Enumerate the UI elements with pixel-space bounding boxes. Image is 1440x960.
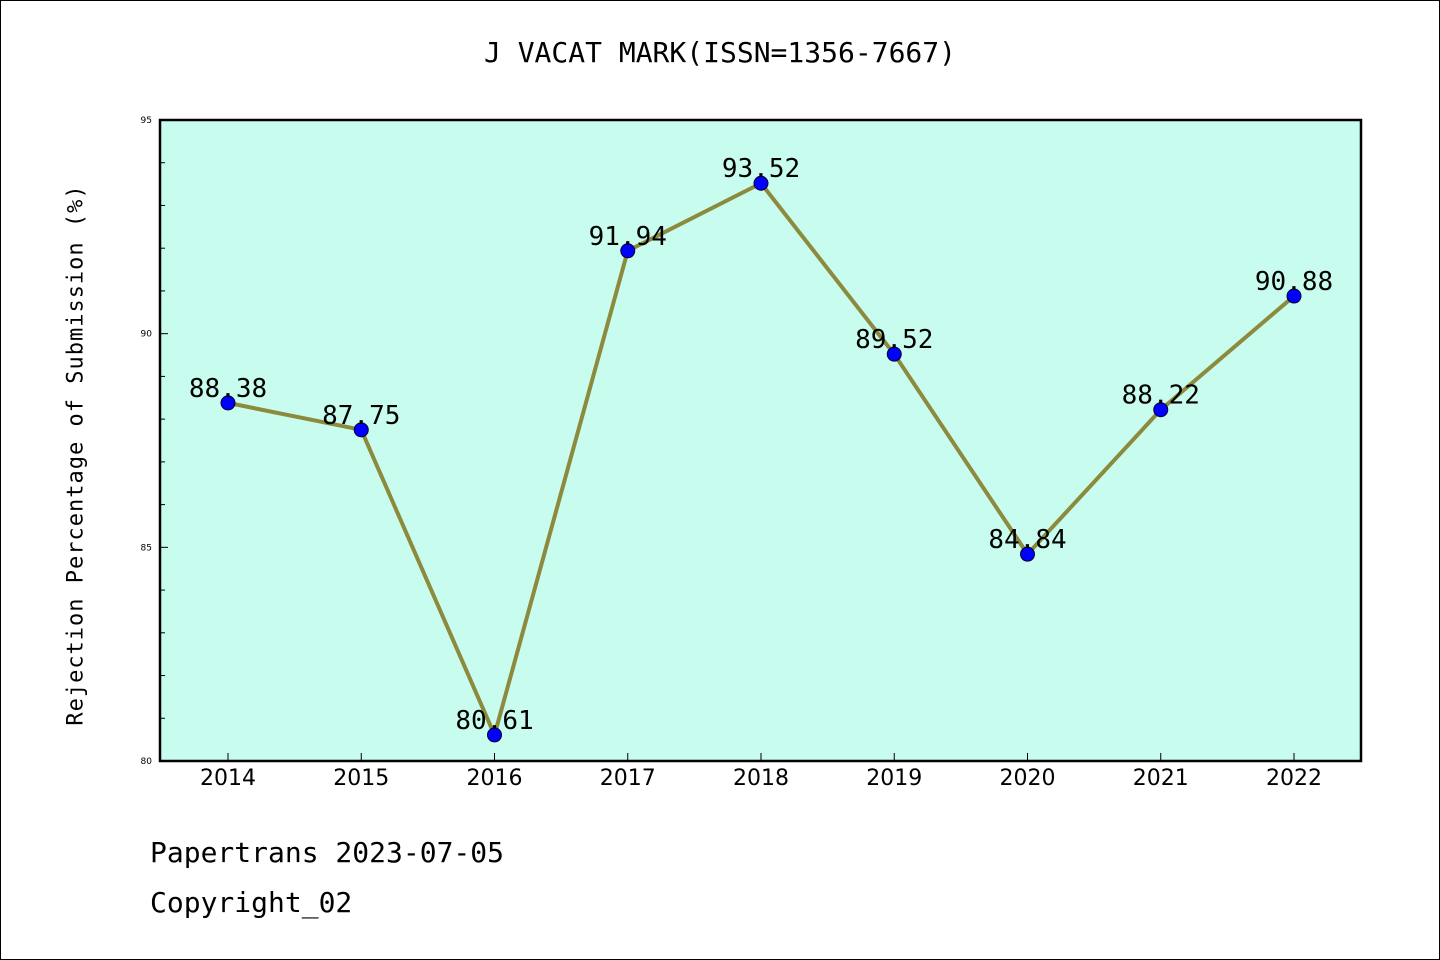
data-label: 90.88 <box>1255 267 1333 297</box>
data-point <box>487 727 502 743</box>
footer-copyright-text: Copyright_02 <box>150 886 353 919</box>
chart-title: J VACAT MARK(ISSN=1356-7667) <box>483 36 956 69</box>
data-point <box>1020 546 1035 562</box>
y-tick-label: 95 <box>141 116 152 126</box>
y-tick-label: 85 <box>141 543 152 553</box>
data-label: 80.61 <box>455 706 533 736</box>
data-label: 84.84 <box>988 525 1066 555</box>
x-tick-label: 2020 <box>1000 766 1056 791</box>
x-tick-label: 2015 <box>333 766 389 791</box>
x-tick-label: 2021 <box>1133 766 1189 791</box>
data-label: 88.22 <box>1122 381 1200 411</box>
data-label: 93.52 <box>722 154 800 184</box>
data-label: 88.38 <box>189 374 267 404</box>
y-tick-label: 80 <box>141 757 153 767</box>
data-point <box>620 243 636 259</box>
x-tick-label: 2017 <box>600 766 656 791</box>
x-tick-label: 2019 <box>866 766 922 791</box>
plot-area <box>160 120 1361 761</box>
x-tick-label: 2014 <box>200 766 256 791</box>
x-tick-label: 2016 <box>467 766 523 791</box>
data-point <box>886 346 902 362</box>
data-label: 87.75 <box>322 401 400 431</box>
data-point <box>353 422 369 438</box>
data-point <box>220 395 236 411</box>
data-point <box>1153 402 1169 418</box>
x-tick-label: 2018 <box>733 766 789 791</box>
footer-date-text: Papertrans 2023-07-05 <box>150 836 505 869</box>
data-point <box>1286 288 1302 304</box>
data-label: 89.52 <box>855 325 933 355</box>
data-label: 91.94 <box>589 222 667 252</box>
plot-border <box>158 118 1363 763</box>
data-point <box>753 175 769 191</box>
y-tick-label: 90 <box>141 330 153 340</box>
x-tick-label: 2022 <box>1266 766 1322 791</box>
